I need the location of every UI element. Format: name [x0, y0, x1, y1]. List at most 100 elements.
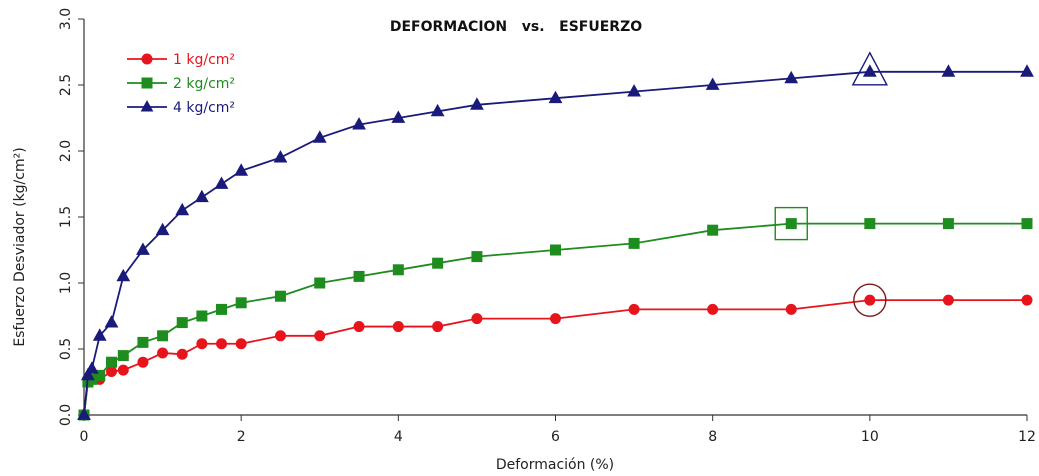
data-point — [471, 251, 483, 263]
legend-label: 2 kg/cm² — [173, 76, 235, 92]
data-point — [707, 224, 719, 236]
data-point — [106, 356, 118, 368]
data-point — [194, 189, 209, 203]
data-point — [234, 163, 249, 176]
data-point — [430, 103, 445, 117]
data-point — [353, 270, 365, 282]
legend-item: 4 kg/cm² — [127, 100, 235, 116]
data-point — [471, 313, 483, 325]
data-point — [707, 303, 719, 315]
data-point — [550, 313, 561, 325]
data-point — [314, 330, 326, 342]
data-point — [137, 356, 149, 368]
data-point — [274, 330, 286, 342]
y-tick-label: 0.0 — [58, 404, 74, 426]
data-point — [196, 338, 208, 350]
data-point — [470, 97, 484, 110]
data-point — [941, 64, 956, 77]
data-point — [196, 310, 208, 322]
y-tick-label: 3.0 — [58, 8, 74, 30]
x-tick-label: 12 — [1018, 429, 1036, 445]
data-point — [864, 294, 876, 306]
data-point — [81, 367, 95, 381]
y-tick-label: 2.5 — [58, 74, 74, 96]
data-point — [157, 347, 169, 359]
data-point — [942, 294, 954, 306]
data-point — [432, 257, 444, 269]
legend-marker — [141, 77, 153, 89]
data-point — [136, 242, 150, 255]
data-point — [784, 70, 799, 84]
data-point — [274, 290, 286, 302]
data-point — [864, 218, 876, 230]
data-point — [137, 336, 149, 348]
peak-highlight — [851, 51, 888, 86]
data-point — [214, 176, 229, 189]
y-tick-label: 0.5 — [58, 338, 74, 360]
data-point — [627, 84, 641, 97]
data-point — [273, 150, 288, 163]
data-point — [548, 90, 563, 104]
x-tick-label: 4 — [394, 429, 403, 445]
data-point — [314, 277, 326, 289]
data-point — [391, 110, 406, 123]
legend: 1 kg/cm² 2 kg/cm² 4 kg/cm² — [127, 52, 235, 116]
x-tick-label: 6 — [551, 429, 560, 445]
data-point — [155, 222, 170, 236]
data-point — [432, 321, 444, 333]
data-point — [1020, 64, 1034, 77]
data-point — [392, 264, 404, 276]
y-axis-label: Esfuerzo Desviador (kg/cm²) — [12, 147, 28, 346]
data-point — [628, 303, 640, 315]
y-tick-label: 1.0 — [58, 272, 74, 294]
data-point — [628, 237, 640, 249]
data-point — [235, 338, 247, 350]
peak-highlight — [774, 206, 808, 241]
data-point — [175, 202, 190, 216]
data-point — [92, 328, 107, 341]
data-point — [104, 315, 119, 328]
y-tick-label: 1.5 — [58, 206, 74, 228]
data-point — [216, 338, 228, 350]
chart-title: DEFORMACION vs. ESFUERZO — [390, 19, 642, 35]
x-tick-label: 8 — [708, 429, 717, 445]
data-point — [117, 350, 129, 362]
data-point — [84, 361, 99, 374]
data-point — [216, 303, 228, 315]
legend-marker — [140, 100, 154, 112]
data-point — [550, 244, 561, 256]
legend-marker — [141, 53, 153, 65]
data-point — [705, 77, 720, 90]
x-tick-label: 0 — [80, 429, 89, 445]
series-3 — [77, 64, 1034, 420]
legend-item: 1 kg/cm² — [127, 52, 235, 68]
legend-item: 2 kg/cm² — [127, 76, 235, 92]
data-point — [785, 303, 797, 315]
data-point — [392, 321, 404, 333]
series-line — [83, 70, 1027, 416]
data-point — [352, 117, 366, 130]
data-point — [235, 297, 247, 309]
data-point — [1021, 218, 1033, 230]
axes: 0 2 4 6 8 10 12 0.0 0.5 1.0 1.5 2.0 2.5 3.0 — [58, 8, 1036, 445]
data-point — [353, 321, 365, 333]
x-axis-label: Deformación (%) — [496, 457, 614, 473]
data-point — [942, 218, 954, 230]
data-point — [94, 369, 106, 381]
data-point — [312, 130, 327, 143]
data-point — [862, 64, 877, 77]
x-tick-label: 10 — [861, 429, 879, 445]
data-point — [77, 407, 91, 420]
highlight-layer — [774, 51, 888, 317]
legend-label: 4 kg/cm² — [173, 100, 235, 116]
x-tick-label: 2 — [237, 429, 246, 445]
data-point — [117, 364, 129, 376]
data-point — [157, 330, 169, 342]
series-layer — [77, 64, 1034, 421]
data-point — [116, 268, 131, 282]
data-point — [176, 348, 188, 360]
legend-label: 1 kg/cm² — [173, 52, 235, 68]
data-point — [106, 365, 118, 377]
